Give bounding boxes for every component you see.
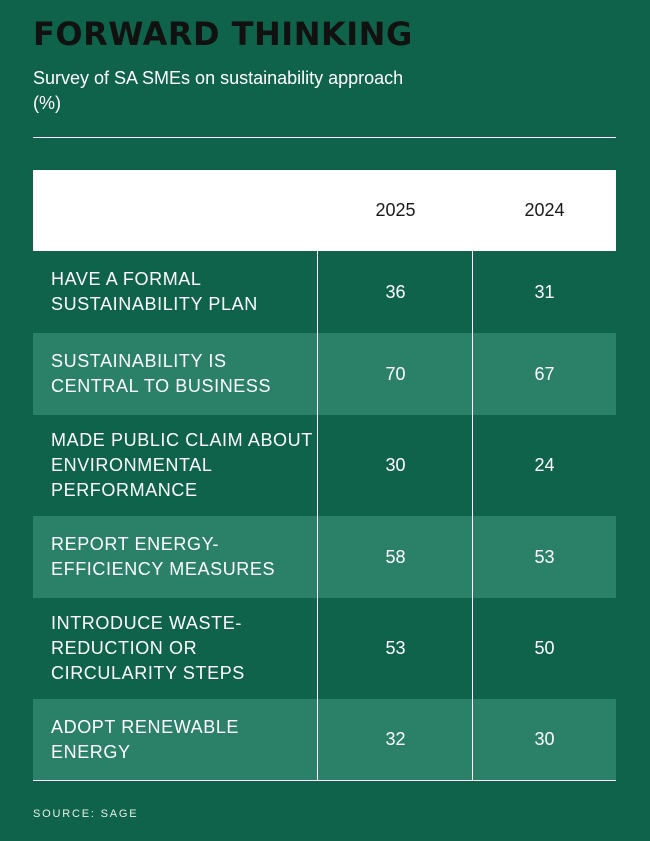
row-label: MADE PUBLIC CLAIM ABOUT ENVIRONMENTAL PE…: [51, 430, 313, 500]
value-2025: 58: [385, 546, 406, 567]
row-label: REPORT ENERGY-EFFICIENCY MEASURES: [51, 534, 276, 579]
value-2025: 30: [385, 455, 406, 475]
source-note: SOURCE: SAGE: [33, 808, 139, 820]
table-row: HAVE A FORMAL SUSTAINABILITY PLAN 36 31: [33, 251, 616, 333]
value-2024: 50: [534, 638, 555, 658]
column-header-2024: 2024: [524, 200, 565, 220]
column-header-2025: 2025: [375, 200, 416, 220]
row-label: HAVE A FORMAL SUSTAINABILITY PLAN: [51, 269, 258, 314]
title-divider: [33, 137, 616, 138]
table-row: MADE PUBLIC CLAIM ABOUT ENVIRONMENTAL PE…: [33, 415, 616, 516]
chart-title: FORWARD THINKING: [33, 15, 413, 53]
table-row: INTRODUCE WASTE-REDUCTION OR CIRCULARITY…: [33, 598, 616, 699]
column-divider: [317, 251, 318, 780]
table-row: REPORT ENERGY-EFFICIENCY MEASURES 58 53: [33, 516, 616, 598]
value-2025: 53: [385, 638, 406, 658]
table-header: 2025 2024: [33, 170, 616, 251]
table-bottom-divider: [33, 780, 616, 781]
table-row: SUSTAINABILITY IS CENTRAL TO BUSINESS 70…: [33, 333, 616, 415]
value-2024: 67: [534, 363, 555, 384]
row-label: SUSTAINABILITY IS CENTRAL TO BUSINESS: [51, 351, 272, 396]
column-divider: [472, 251, 473, 780]
value-2025: 32: [385, 729, 406, 749]
value-2025: 36: [385, 281, 406, 302]
chart-subtitle: Survey of SA SMEs on sustainability appr…: [33, 68, 404, 113]
row-label: INTRODUCE WASTE-REDUCTION OR CIRCULARITY…: [51, 613, 245, 683]
value-2024: 24: [534, 455, 555, 475]
table-row: ADOPT RENEWABLE ENERGY 32 30: [33, 699, 616, 780]
value-2024: 30: [534, 729, 555, 749]
value-2024: 53: [534, 546, 555, 567]
value-2025: 70: [385, 363, 406, 384]
value-2024: 31: [534, 281, 555, 302]
row-label: ADOPT RENEWABLE ENERGY: [51, 716, 240, 762]
